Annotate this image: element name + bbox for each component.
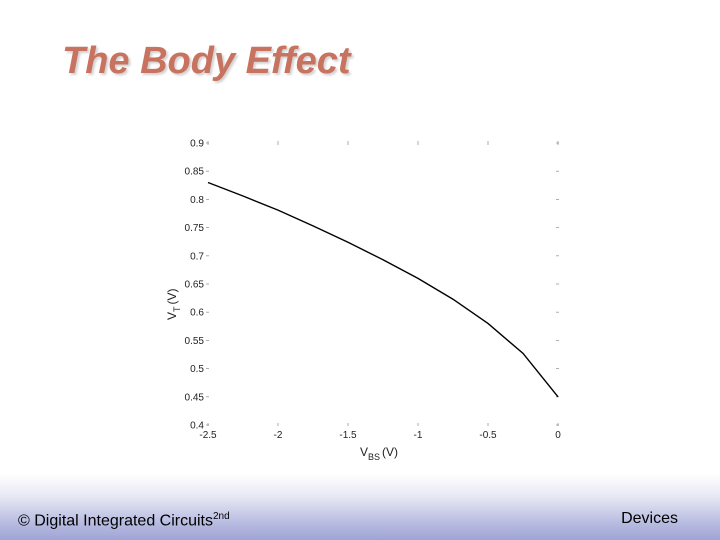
x-tick-label: -0.5	[479, 430, 497, 441]
y-tick-label: 0.9	[190, 139, 204, 150]
footer-band: © Digital Integrated Circuits2nd Devices	[0, 474, 720, 540]
xlabel-main: V	[360, 445, 368, 459]
footer-section: Devices	[621, 510, 678, 527]
y-tick-label: 0.8	[190, 195, 204, 206]
xlabel-unit: (V)	[382, 445, 398, 459]
y-tick-label: 0.4	[190, 421, 204, 432]
svg-text:VT(V): VT (V)	[165, 288, 182, 320]
ylabel-unit: (V)	[165, 288, 179, 304]
xlabel-sub: BS	[368, 452, 380, 462]
y-axis-label: VT (V)	[165, 288, 182, 320]
x-ticks: -2.5 -2 -1.5 -1 -0.5 0	[199, 141, 561, 441]
x-tick-label: -1.5	[339, 430, 357, 441]
x-axis-label: VBS (V)	[360, 445, 398, 462]
y-tick-label: 0.7	[190, 251, 204, 262]
ylabel-main: V	[165, 312, 179, 320]
y-tick-label: 0.45	[185, 392, 205, 403]
vt-curve	[207, 181, 559, 398]
y-tick-label: 0.6	[190, 308, 204, 319]
x-tick-label: 0	[555, 430, 561, 441]
y-tick-label: 0.85	[185, 167, 205, 178]
course-name: Digital Integrated Circuits	[34, 512, 213, 530]
footer-credit: © Digital Integrated Circuits2nd	[18, 511, 230, 530]
body-effect-chart: 0.4 0.45 0.5 0.55 0.6 0.65 0.7 0.75 0.8 0.85 0.9 -…	[150, 125, 590, 470]
y-ticks: 0.4 0.45 0.5 0.55 0.6 0.65 0.7 0.75 0.8 0.85 0.9	[185, 139, 559, 432]
svg-text:VBS(V): VBS (V)	[360, 445, 398, 462]
y-tick-label: 0.75	[185, 223, 205, 234]
y-tick-label: 0.5	[190, 364, 204, 375]
copyright-symbol: ©	[18, 512, 30, 530]
y-tick-label: 0.65	[185, 280, 205, 291]
chart-svg: 0.4 0.45 0.5 0.55 0.6 0.65 0.7 0.75 0.8 0.85 0.9 -…	[165, 139, 561, 463]
x-tick-label: -1	[414, 430, 423, 441]
y-tick-label: 0.55	[185, 336, 205, 347]
x-tick-label: -2	[274, 430, 283, 441]
x-tick-label: -2.5	[199, 430, 217, 441]
ylabel-sub: T	[172, 306, 182, 312]
slide-title: The Body Effect	[62, 40, 351, 82]
edition-label: 2nd	[213, 511, 230, 522]
